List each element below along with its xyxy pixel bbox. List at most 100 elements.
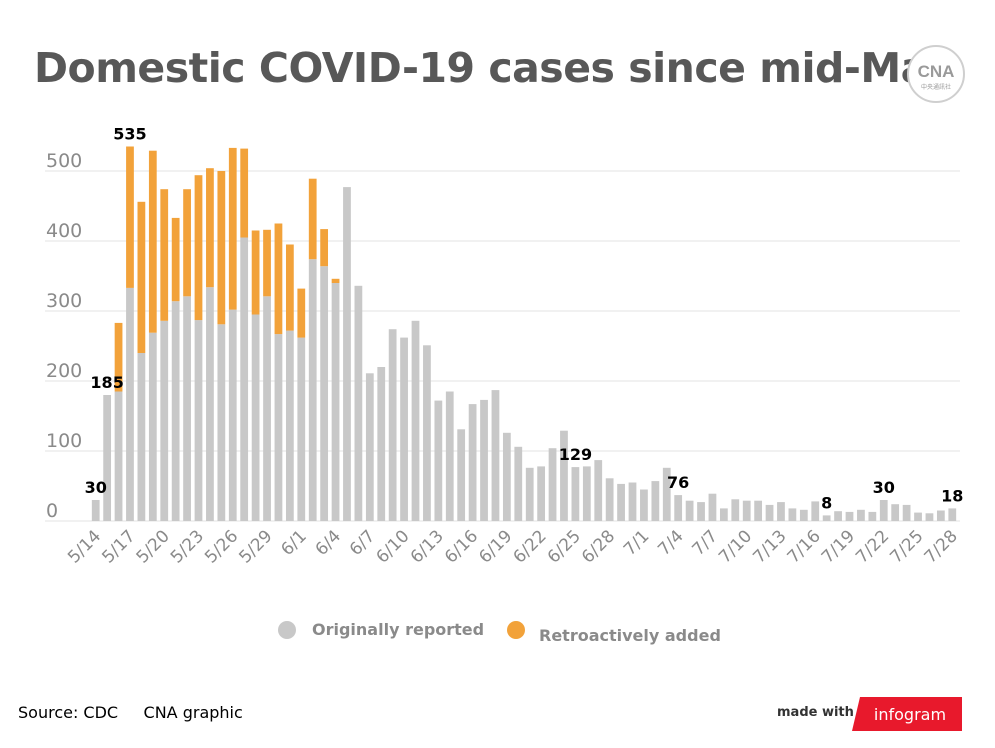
bar-originally-reported[interactable]: [160, 320, 169, 521]
bar-originally-reported[interactable]: [183, 296, 191, 521]
bar-retroactively-added[interactable]: [137, 201, 146, 353]
bar-retroactively-added[interactable]: [217, 171, 226, 325]
bar-originally-reported[interactable]: [331, 283, 340, 521]
bar-originally-reported[interactable]: [525, 467, 534, 521]
bar-originally-reported[interactable]: [617, 483, 625, 521]
bar-originally-reported[interactable]: [114, 391, 123, 522]
bar-originally-reported[interactable]: [137, 353, 146, 521]
bar-retroactively-added[interactable]: [228, 147, 237, 310]
bar-originally-reported[interactable]: [548, 448, 557, 521]
bar-originally-reported[interactable]: [228, 309, 237, 521]
bar-originally-reported[interactable]: [697, 502, 705, 521]
bar-originally-reported[interactable]: [685, 500, 694, 521]
bar-originally-reported[interactable]: [640, 489, 648, 522]
bar-originally-reported[interactable]: [320, 266, 329, 521]
bar-originally-reported[interactable]: [126, 287, 134, 521]
bar-originally-reported[interactable]: [582, 466, 591, 521]
bar-originally-reported[interactable]: [719, 508, 728, 521]
bar-originally-reported[interactable]: [925, 513, 934, 521]
bar-retroactively-added[interactable]: [263, 229, 271, 297]
bar-originally-reported[interactable]: [285, 330, 294, 521]
bar-originally-reported[interactable]: [879, 500, 888, 521]
bar-retroactively-added[interactable]: [274, 223, 283, 335]
bar-originally-reported[interactable]: [605, 478, 614, 521]
bar-originally-reported[interactable]: [171, 301, 180, 521]
bar-originally-reported[interactable]: [845, 511, 854, 521]
bar-originally-reported[interactable]: [936, 510, 945, 522]
bar-originally-reported[interactable]: [537, 466, 546, 521]
bar-originally-reported[interactable]: [788, 508, 797, 521]
bar-originally-reported[interactable]: [297, 337, 306, 521]
bar-originally-reported[interactable]: [799, 509, 808, 521]
bar-originally-reported[interactable]: [354, 285, 363, 521]
bar-originally-reported[interactable]: [388, 329, 397, 521]
bar-originally-reported[interactable]: [914, 512, 922, 521]
bar-originally-reported[interactable]: [103, 395, 112, 521]
bar-retroactively-added[interactable]: [297, 288, 306, 338]
x-tick-label: 7/19: [818, 526, 859, 567]
bar-retroactively-added[interactable]: [171, 217, 180, 302]
bar-retroactively-added[interactable]: [183, 189, 191, 297]
bar-originally-reported[interactable]: [514, 446, 523, 521]
bar-originally-reported[interactable]: [434, 400, 443, 521]
bar-retroactively-added[interactable]: [148, 150, 157, 333]
bar-originally-reported[interactable]: [445, 391, 454, 522]
bar-originally-reported[interactable]: [674, 495, 683, 521]
bar-originally-reported[interactable]: [868, 511, 877, 521]
bar-originally-reported[interactable]: [468, 404, 477, 521]
bar-originally-reported[interactable]: [377, 367, 386, 521]
bar-retroactively-added[interactable]: [285, 244, 294, 331]
infogram-badge[interactable]: infogram: [852, 697, 962, 731]
bar-originally-reported[interactable]: [251, 314, 260, 522]
bar-originally-reported[interactable]: [811, 501, 820, 521]
bar-originally-reported[interactable]: [91, 500, 100, 521]
bar-originally-reported[interactable]: [502, 432, 511, 521]
bar-originally-reported[interactable]: [274, 334, 283, 521]
bar-originally-reported[interactable]: [194, 320, 203, 521]
bar-originally-reported[interactable]: [857, 509, 865, 521]
x-tick-label: 6/28: [578, 526, 619, 567]
bar-originally-reported[interactable]: [240, 237, 249, 522]
bar-originally-reported[interactable]: [571, 467, 580, 521]
bar-retroactively-added[interactable]: [320, 229, 329, 267]
bar-retroactively-added[interactable]: [251, 230, 260, 315]
bar-originally-reported[interactable]: [628, 482, 637, 522]
bar-originally-reported[interactable]: [902, 504, 911, 521]
bar-originally-reported[interactable]: [365, 373, 374, 521]
bar-retroactively-added[interactable]: [160, 189, 169, 321]
bar-originally-reported[interactable]: [457, 429, 466, 521]
footer-source: Source: CDC CNA graphic: [18, 703, 243, 722]
bar-retroactively-added[interactable]: [308, 178, 317, 260]
bar-retroactively-added[interactable]: [194, 175, 203, 321]
bar-originally-reported[interactable]: [423, 345, 431, 521]
bar-originally-reported[interactable]: [560, 430, 568, 521]
bar-originally-reported[interactable]: [651, 481, 660, 521]
bar-retroactively-added[interactable]: [126, 146, 134, 288]
bar-originally-reported[interactable]: [480, 399, 488, 521]
bar-originally-reported[interactable]: [217, 324, 226, 521]
bar-originally-reported[interactable]: [263, 296, 271, 521]
bar-retroactively-added[interactable]: [114, 322, 123, 392]
bar-originally-reported[interactable]: [777, 502, 785, 521]
bar-retroactively-added[interactable]: [331, 278, 340, 283]
bar-originally-reported[interactable]: [834, 511, 842, 521]
bar-originally-reported[interactable]: [148, 332, 157, 521]
bar-originally-reported[interactable]: [731, 499, 740, 521]
bar-originally-reported[interactable]: [308, 259, 317, 521]
bar-originally-reported[interactable]: [822, 515, 831, 521]
bar-originally-reported[interactable]: [206, 287, 214, 521]
bar-originally-reported[interactable]: [708, 493, 717, 521]
bar-originally-reported[interactable]: [754, 500, 763, 521]
bar-originally-reported[interactable]: [742, 500, 751, 521]
bar-retroactively-added[interactable]: [206, 168, 214, 288]
bar-originally-reported[interactable]: [411, 320, 420, 521]
bar-originally-reported[interactable]: [891, 504, 900, 521]
bar-originally-reported[interactable]: [400, 337, 408, 521]
bar-originally-reported[interactable]: [343, 187, 351, 521]
bar-originally-reported[interactable]: [948, 508, 957, 521]
bar-originally-reported[interactable]: [491, 390, 500, 521]
bar-originally-reported[interactable]: [594, 460, 603, 521]
bar-originally-reported[interactable]: [662, 467, 671, 521]
bar-retroactively-added[interactable]: [240, 148, 249, 238]
bar-originally-reported[interactable]: [765, 504, 774, 521]
